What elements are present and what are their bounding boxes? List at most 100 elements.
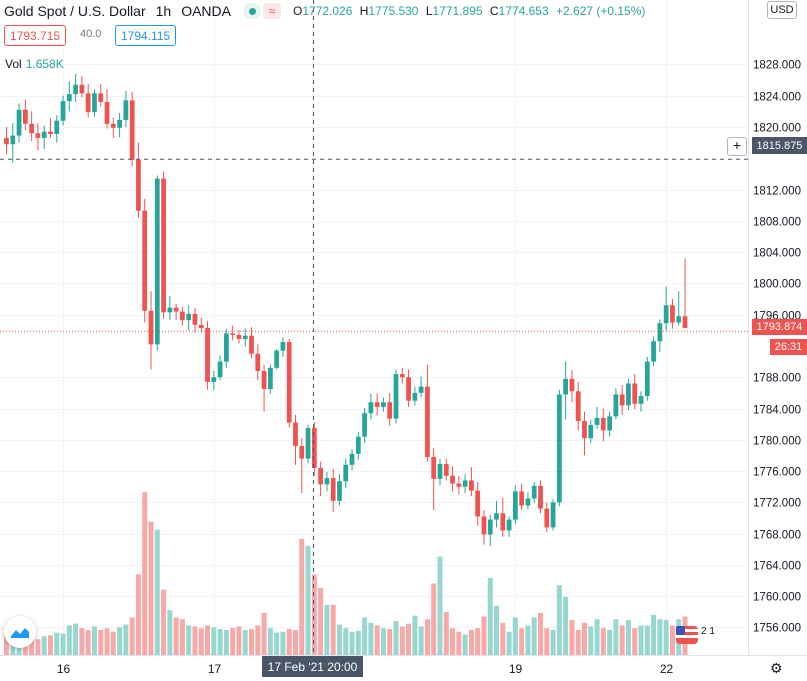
broker-label[interactable]: OANDA xyxy=(181,3,231,19)
candle-body xyxy=(431,456,437,479)
candle xyxy=(349,449,355,471)
candle-body xyxy=(79,84,85,94)
candle xyxy=(393,369,399,424)
candle-body xyxy=(456,483,462,487)
interval-label[interactable]: 1h xyxy=(155,3,172,19)
candle xyxy=(500,497,506,537)
add-alert-plus-icon[interactable]: + xyxy=(727,137,747,156)
us-flag-event-icon[interactable] xyxy=(676,626,712,650)
candle-body xyxy=(506,519,512,531)
candle-body xyxy=(205,327,210,382)
volume-bar xyxy=(73,623,79,655)
volume-bar xyxy=(544,628,550,655)
delayed-data-icon[interactable]: ≈ xyxy=(263,3,281,19)
candle xyxy=(330,468,336,512)
volume-bar xyxy=(66,625,72,655)
candle-body xyxy=(626,383,631,406)
symbol-title[interactable]: Gold Spot / U.S. Dollar xyxy=(4,3,146,19)
candle-body xyxy=(538,485,543,509)
candle xyxy=(4,126,9,155)
candle xyxy=(387,392,393,426)
candle xyxy=(512,485,518,525)
volume-legend[interactable]: Vol 1.658K xyxy=(5,57,64,71)
candlestick-series xyxy=(4,73,688,547)
volume-bar xyxy=(205,625,211,655)
candle xyxy=(192,307,198,333)
candle xyxy=(619,385,625,415)
volume-bar xyxy=(487,578,493,655)
candle xyxy=(242,328,248,347)
candle xyxy=(368,393,374,420)
volume-bar xyxy=(387,629,393,655)
candle xyxy=(469,467,474,497)
candle-body xyxy=(330,478,336,501)
volume-bar xyxy=(173,617,179,655)
candle xyxy=(475,482,481,526)
candle-body xyxy=(60,101,66,121)
candle-body xyxy=(550,502,556,528)
currency-button[interactable]: USD xyxy=(767,1,797,19)
volume-bar xyxy=(613,619,619,655)
candle xyxy=(443,458,449,481)
volume-bar xyxy=(242,629,248,655)
candle-body xyxy=(368,402,374,414)
candle xyxy=(54,115,60,143)
candle-body xyxy=(161,178,166,313)
candle xyxy=(286,338,292,428)
volume-bar xyxy=(85,629,91,655)
candle xyxy=(632,374,638,410)
candle xyxy=(267,364,273,394)
volume-bar xyxy=(669,625,675,655)
candle-body xyxy=(657,323,663,342)
volume-bar xyxy=(267,628,273,655)
volume-bar xyxy=(22,639,28,655)
last-price-label: 1793.874 xyxy=(752,319,807,335)
candle xyxy=(110,117,116,138)
candle-body xyxy=(142,210,148,311)
candle xyxy=(600,408,606,442)
candle-body xyxy=(167,307,173,313)
buy-button[interactable]: 1794.115 xyxy=(115,25,177,46)
volume-bar xyxy=(412,615,418,655)
candle xyxy=(136,142,141,218)
market-open-icon[interactable] xyxy=(243,3,261,19)
volume-bar xyxy=(537,612,544,655)
candle-body xyxy=(374,402,380,407)
time-axis[interactable]: 16 17 19 22 xyxy=(0,655,807,677)
candle-body xyxy=(632,383,638,404)
candle xyxy=(73,73,78,102)
candle xyxy=(506,516,512,537)
volume-bar xyxy=(588,626,594,655)
volume-bar xyxy=(663,620,669,655)
sell-button[interactable]: 1793.715 xyxy=(4,25,67,46)
volume-bar xyxy=(230,628,236,655)
volume-bar xyxy=(519,628,525,655)
volume-bar xyxy=(47,635,53,655)
candle xyxy=(123,90,129,127)
candle xyxy=(682,258,688,328)
volume-bar xyxy=(198,628,204,655)
volume-bar xyxy=(3,634,10,655)
candle xyxy=(205,320,210,390)
tradingview-logo-icon[interactable] xyxy=(4,616,36,648)
candle xyxy=(142,198,148,323)
price-tick-label: 1808.000 xyxy=(753,217,801,229)
candle-body xyxy=(41,131,47,138)
volume-bar xyxy=(98,629,104,655)
candle-body xyxy=(544,508,550,528)
candle xyxy=(418,376,424,398)
crosshair-price-label: 1815.875 xyxy=(752,137,807,154)
candle xyxy=(450,466,455,492)
volume-bar xyxy=(619,625,625,655)
candle-body xyxy=(531,485,537,499)
candle xyxy=(161,171,166,319)
candle xyxy=(538,480,543,514)
volume-bar xyxy=(60,633,66,655)
bar-countdown-label: 26:31 xyxy=(770,339,807,355)
volume-bars xyxy=(3,492,688,655)
candle xyxy=(280,337,286,357)
candle xyxy=(223,328,229,368)
candle xyxy=(481,510,487,545)
chart-settings-icon[interactable]: ⚙ xyxy=(770,660,783,676)
